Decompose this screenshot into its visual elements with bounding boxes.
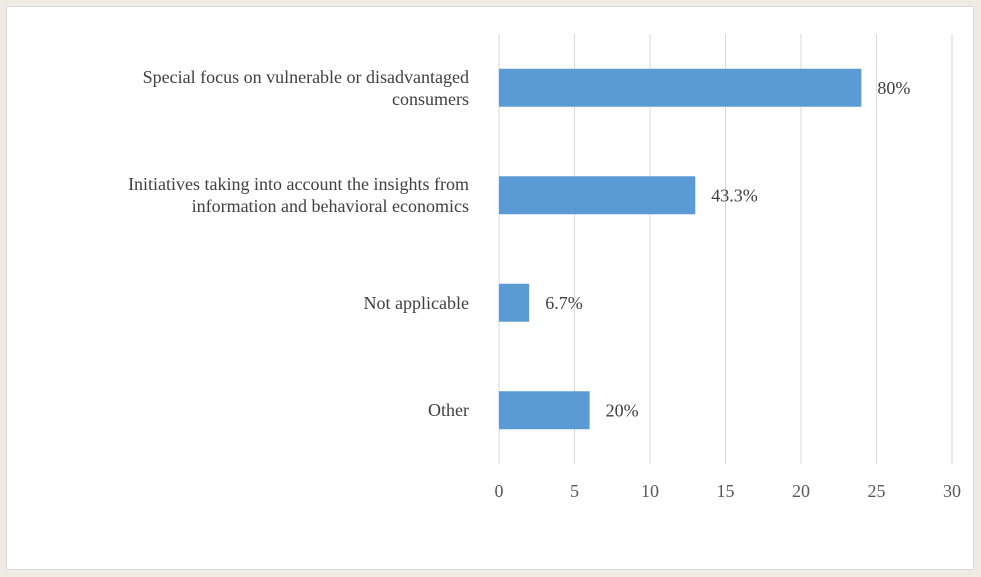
data-label: 43.3% [711, 185, 758, 205]
bar [499, 283, 530, 322]
category-label: Initiatives taking into account the insi… [128, 173, 469, 217]
category-label-line: Other [428, 400, 469, 421]
x-tick-label: 0 [495, 481, 504, 501]
category-label: Other [428, 399, 469, 421]
chart-frame: 0 5 10 15 20 25 30 80% 43.3% 6.7% 20% Special focu… [6, 6, 974, 570]
x-tick-label: 10 [641, 481, 659, 501]
x-tick-label: 20 [792, 481, 810, 501]
category-label-line: Special focus on vulnerable or disadvant… [142, 66, 469, 87]
x-tick-label: 30 [943, 481, 961, 501]
category-label-line: Initiatives taking into account the insi… [128, 174, 469, 195]
data-label: 80% [877, 78, 910, 98]
category-label-line: information and behavioral economics [191, 196, 469, 217]
category-label-line: Not applicable [363, 292, 469, 313]
bar-chart: 0 5 10 15 20 25 30 80% 43.3% 6.7% 20% [495, 34, 961, 501]
data-label: 6.7% [545, 293, 583, 313]
bar [499, 68, 862, 107]
category-label-line: consumers [392, 88, 469, 109]
x-tick-label: 5 [570, 481, 579, 501]
bar [499, 176, 696, 215]
category-label: Special focus on vulnerable or disadvant… [143, 66, 469, 110]
x-tick-label: 25 [868, 481, 886, 501]
data-label: 20% [606, 400, 639, 420]
x-tick-label: 15 [717, 481, 735, 501]
bar [499, 391, 590, 430]
category-label: Not applicable [364, 292, 469, 314]
